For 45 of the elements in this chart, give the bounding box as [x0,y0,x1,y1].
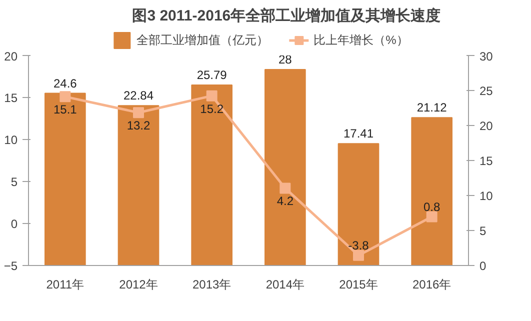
y2-tick-label: 25 [480,84,494,98]
y2-tick-label: 30 [480,50,494,64]
bar [44,92,86,266]
legend-label: 全部工业增加值（亿元） [136,32,269,48]
point [426,211,438,222]
point [280,182,291,194]
data-label: 21.12 [416,100,448,115]
y-tick-label: 15 [4,91,18,105]
point [133,107,144,118]
bar [411,117,452,266]
data-label: 22.84 [123,88,154,103]
x-tick-label: 2011年 [46,278,84,292]
y-tick-label: 20 [4,50,18,64]
data-label: 4.2 [276,194,294,208]
y2-tick-label: 15 [480,154,494,168]
y2-tick-label: 20 [480,119,494,133]
y-tick-label: 10 [4,133,18,147]
y2-tick-label: 10 [480,189,494,203]
y2-tick-label: 5 [480,224,486,238]
bar [338,143,380,266]
data-label: 17.41 [343,126,374,141]
data-label: 25.79 [196,68,228,82]
point [60,91,71,102]
legend-label: 比上年增长（%） [314,32,408,48]
data-label: -3.8 [348,238,370,252]
y-tick-label: 5 [10,175,18,189]
data-label: 24.6 [53,76,78,90]
chart-title: 图3 2011-2016年全部工业增加值及其增长速度 [132,6,441,24]
bar [264,69,306,266]
data-label: 15.2 [200,102,224,116]
x-tick-label: 2013年 [192,278,232,292]
point [206,90,218,102]
data-label: 0.8 [423,200,440,214]
data-label: 13.2 [126,118,151,133]
x-tick-label: 2015年 [339,278,378,292]
y-tick-label: −5 [4,259,18,273]
x-tick-label: 2014年 [266,278,305,292]
point [353,250,364,261]
x-tick-label: 2016年 [412,278,452,292]
y2-tick-label: 0 [480,259,486,273]
bar [191,84,232,266]
data-label: 15.1 [53,102,78,117]
y-tick-label: 0 [10,217,18,231]
x-tick-label: 2012年 [119,278,158,292]
bar [118,105,160,266]
